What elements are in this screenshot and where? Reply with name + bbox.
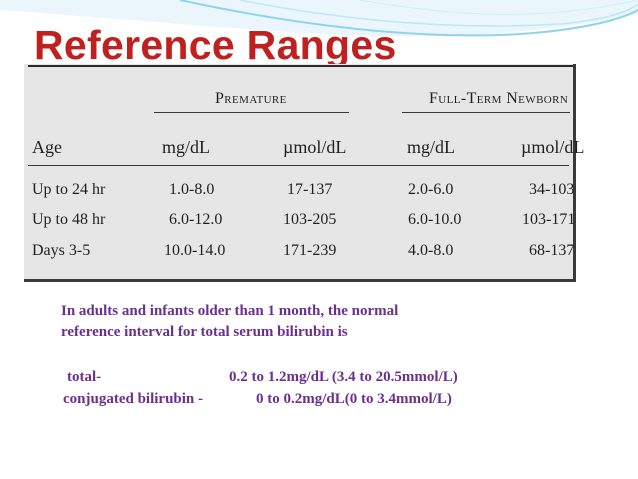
group-header-fullterm: Full-Term Newborn bbox=[429, 90, 569, 107]
header-rule bbox=[28, 165, 569, 166]
note-line-2: reference interval for total serum bilir… bbox=[61, 324, 348, 340]
col-header-age: Age bbox=[32, 137, 62, 157]
group-rule-premature bbox=[154, 112, 349, 113]
group-header-premature: Premature bbox=[215, 90, 287, 107]
table-cell: 68-137 bbox=[529, 242, 575, 259]
table-cell: 1.0-8.0 bbox=[169, 181, 215, 198]
bilirubin-reference-table: Premature Full-Term Newborn Age mg/dL µm… bbox=[24, 64, 584, 282]
note-line-1: In adults and infants older than 1 month… bbox=[61, 303, 399, 319]
table-cell: 17-137 bbox=[287, 181, 333, 198]
group-rule-fullterm bbox=[402, 112, 570, 113]
col-header-fullterm-mg: mg/dL bbox=[407, 137, 455, 157]
table-cell: Days 3-5 bbox=[32, 242, 91, 259]
conjugated-value: 0 to 0.2mg/dL(0 to 3.4mmol/L) bbox=[256, 391, 452, 407]
table-cell: 171-239 bbox=[283, 242, 337, 259]
slide-title: Reference Ranges bbox=[34, 22, 397, 68]
table-cell: 6.0-12.0 bbox=[169, 211, 223, 228]
table-cell: Up to 24 hr bbox=[32, 181, 106, 198]
total-value: 0.2 to 1.2mg/dL (3.4 to 20.5mmol/L) bbox=[229, 369, 458, 385]
table-top-rule bbox=[28, 65, 573, 67]
total-label: total- bbox=[67, 369, 102, 385]
table-cell: 103-171 bbox=[522, 211, 576, 228]
table-cell: 2.0-6.0 bbox=[408, 181, 454, 198]
col-header-premature-umol: µmol/dL bbox=[283, 137, 347, 157]
col-header-fullterm-umol: µmol/dL bbox=[521, 137, 585, 157]
table-cell: Up to 48 hr bbox=[32, 211, 106, 228]
decorative-wave bbox=[0, 0, 638, 37]
table-cell: 4.0-8.0 bbox=[408, 242, 454, 259]
col-header-premature-mg: mg/dL bbox=[162, 137, 210, 157]
table-cell: 6.0-10.0 bbox=[408, 211, 462, 228]
conjugated-label: conjugated bilirubin - bbox=[63, 391, 204, 407]
table-cell: 10.0-14.0 bbox=[164, 242, 226, 259]
table-cell: 34-103 bbox=[529, 181, 575, 198]
table-cell: 103-205 bbox=[283, 211, 337, 228]
